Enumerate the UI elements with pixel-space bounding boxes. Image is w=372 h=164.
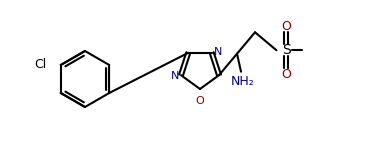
Text: O: O xyxy=(196,96,204,106)
Text: Cl: Cl xyxy=(35,58,47,71)
Text: S: S xyxy=(282,43,291,57)
Text: O: O xyxy=(282,20,291,33)
Text: N: N xyxy=(171,71,179,81)
Text: O: O xyxy=(282,68,291,81)
Text: N: N xyxy=(214,47,222,57)
Text: NH₂: NH₂ xyxy=(231,75,255,88)
